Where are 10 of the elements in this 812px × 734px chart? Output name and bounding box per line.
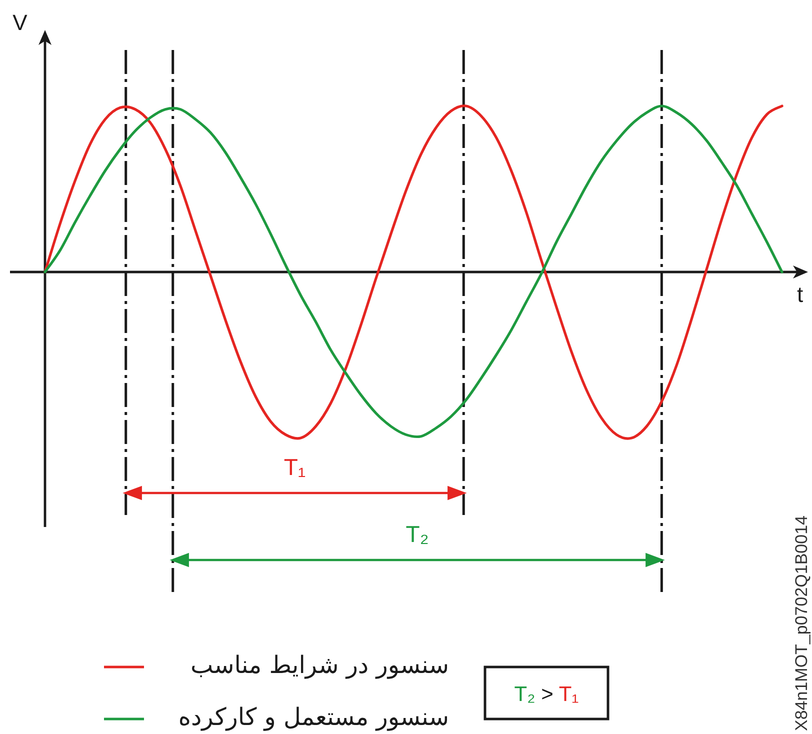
period-label: T₂ xyxy=(406,521,429,547)
xlabel: t xyxy=(796,282,804,307)
period-label: T₁ xyxy=(284,454,306,480)
legend-label: سنسور مستعمل و کارکرده xyxy=(178,703,449,731)
note: T₂ > T₁ xyxy=(514,683,579,706)
legend-label: سنسور در شرایط مناسب xyxy=(190,651,449,679)
legend-item: سنسور مستعمل و کارکرده xyxy=(104,703,449,731)
legend-item: سنسور در شرایط مناسب xyxy=(104,651,449,679)
figure-code: X84n1MOT_p0702Q1B0014 xyxy=(792,516,811,731)
ylabel: V xyxy=(12,10,28,35)
